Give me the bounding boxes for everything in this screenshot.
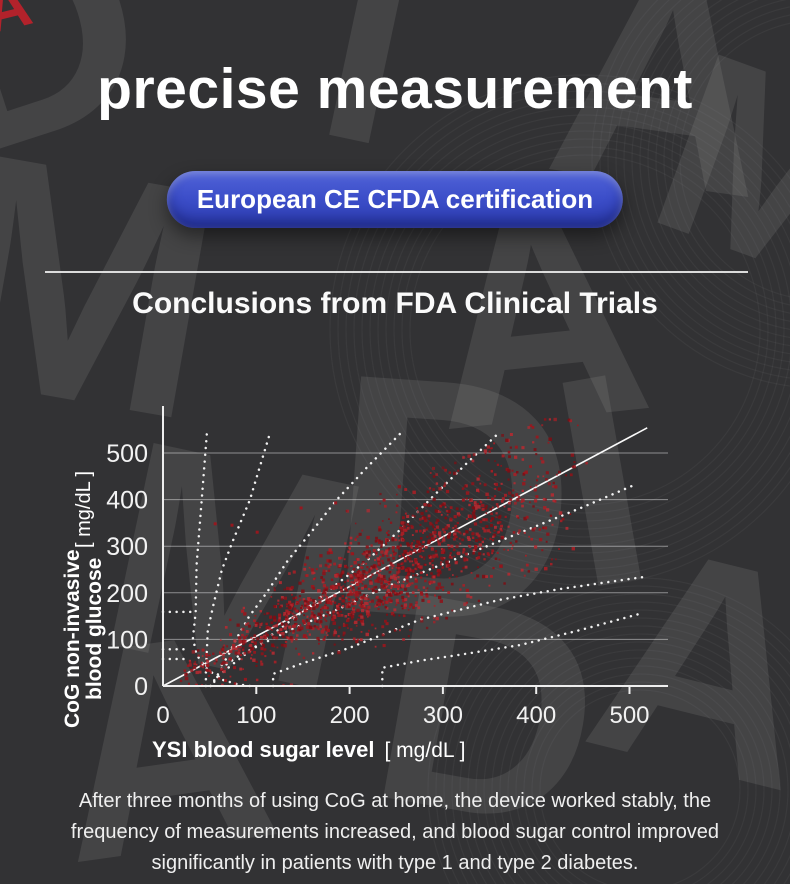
y-tick-label-400: 400 (106, 487, 148, 515)
zone-line-lower-AB (209, 482, 639, 688)
y-tick-label-200: 200 (106, 580, 148, 608)
y-axis-label-line1: CoG non-invasive (61, 549, 84, 728)
y-tick-label-100: 100 (106, 626, 148, 654)
x-axis-label: YSI blood sugar level[ mg/dL ] (152, 737, 465, 762)
x-tick-label-100: 100 (236, 702, 276, 729)
y-tick-label-300: 300 (106, 533, 148, 561)
conclusion-line-2: frequency of measurements increased, and… (70, 821, 720, 843)
conclusion-line-1: After three months of using CoG at home,… (78, 790, 712, 812)
x-tick-label-0: 0 (156, 702, 169, 729)
x-tick-label-200: 200 (330, 702, 370, 729)
x-tick-label-400: 400 (516, 702, 556, 729)
zone-line-lower-CD (381, 611, 645, 688)
y-axis-label-line2: blood glucose (83, 558, 106, 700)
scatter-cloud (179, 417, 588, 687)
page-title: precise measurement (97, 57, 693, 121)
divider-line (45, 271, 748, 273)
x-tick-label-300: 300 (423, 702, 463, 729)
y-axis-label-unit: [ mg/dL ] (73, 471, 95, 548)
x-tick-label-500: 500 (609, 702, 649, 729)
conclusion-line-3: significantly in patients with type 1 an… (151, 852, 639, 874)
certification-badge[interactable]: European CE CFDA certification (166, 171, 624, 228)
y-tick-label-0: 0 (134, 673, 148, 701)
section-heading: Conclusions from FDA Clinical Trials (132, 287, 658, 320)
y-tick-label-500: 500 (106, 440, 148, 468)
conclusion-paragraph: After three months of using CoG at home,… (35, 786, 755, 879)
